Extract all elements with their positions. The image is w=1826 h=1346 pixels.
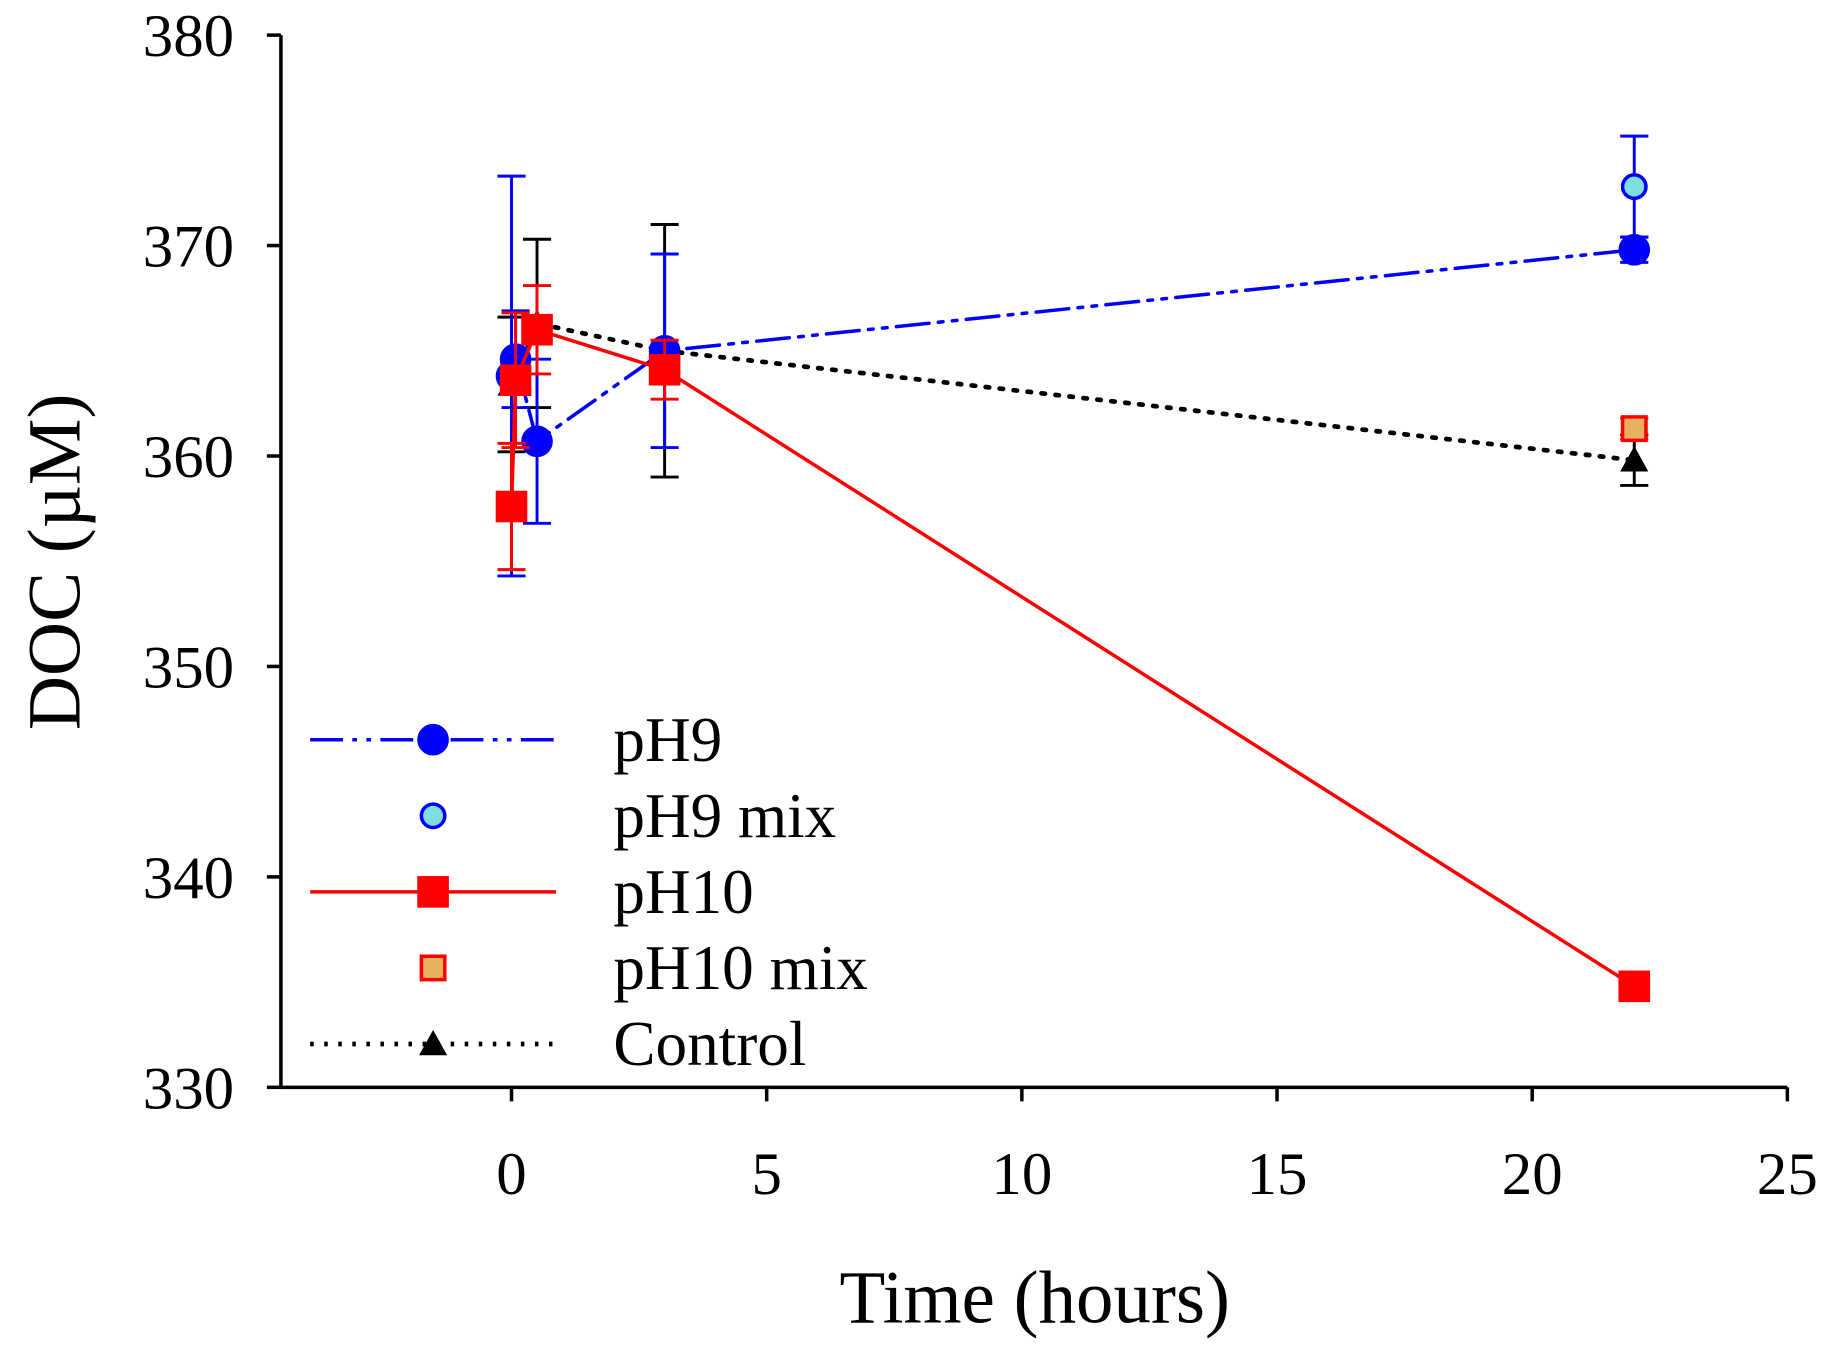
legend-label: pH9 mix (613, 781, 836, 851)
data-point (419, 802, 447, 830)
x-tick-label: 15 (1247, 1141, 1308, 1208)
x-tick-label: 20 (1502, 1141, 1563, 1208)
y-tick-label: 370 (143, 214, 234, 281)
legend-label: pH9 (613, 705, 722, 775)
x-tick-label: 25 (1757, 1141, 1818, 1208)
legend-item: pH9 mix (419, 781, 836, 851)
legend-label: Control (613, 1009, 806, 1079)
data-point (1618, 970, 1651, 1003)
data-point (1618, 233, 1651, 266)
data-point (521, 313, 553, 346)
data-point (1620, 446, 1649, 472)
data-point (648, 353, 681, 386)
series-ph10 (495, 284, 1651, 1003)
y-tick-label: 330 (143, 1055, 234, 1122)
x-tick-label: 10 (991, 1141, 1052, 1208)
legend-item: pH10 mix (419, 933, 868, 1003)
data-point (499, 364, 532, 397)
y-axis-label: DOC (µM) (14, 394, 97, 731)
y-tick-label: 340 (143, 845, 234, 912)
data-point (1620, 415, 1648, 443)
y-tick-label: 380 (143, 3, 234, 70)
x-axis-label: Time (hours) (839, 1257, 1230, 1340)
series-line (509, 320, 1637, 463)
legend-label: pH10 (613, 857, 753, 927)
data-point (419, 954, 447, 982)
x-tick-label: 0 (496, 1141, 526, 1208)
legend-item: Control (310, 1009, 806, 1079)
data-point (417, 723, 449, 756)
legend-item: pH10 (310, 857, 754, 927)
y-tick-label: 360 (143, 424, 234, 491)
legend-label: pH10 mix (613, 933, 868, 1003)
plot-area (495, 134, 1651, 1003)
series-ph10-mix (1620, 415, 1649, 443)
series-line (509, 248, 1637, 445)
x-tick-label: 5 (751, 1141, 781, 1208)
data-point (495, 490, 528, 523)
legend-item: pH9 (310, 705, 722, 775)
axes: 330 340 350 360 370 380 0 5 10 15 20 25 (143, 3, 1818, 1208)
data-point (521, 425, 553, 458)
data-point (1620, 173, 1648, 201)
data-point (417, 876, 449, 908)
y-tick-label: 350 (143, 635, 234, 702)
series-ph9-mix (1620, 134, 1649, 239)
data-point (419, 1029, 448, 1056)
